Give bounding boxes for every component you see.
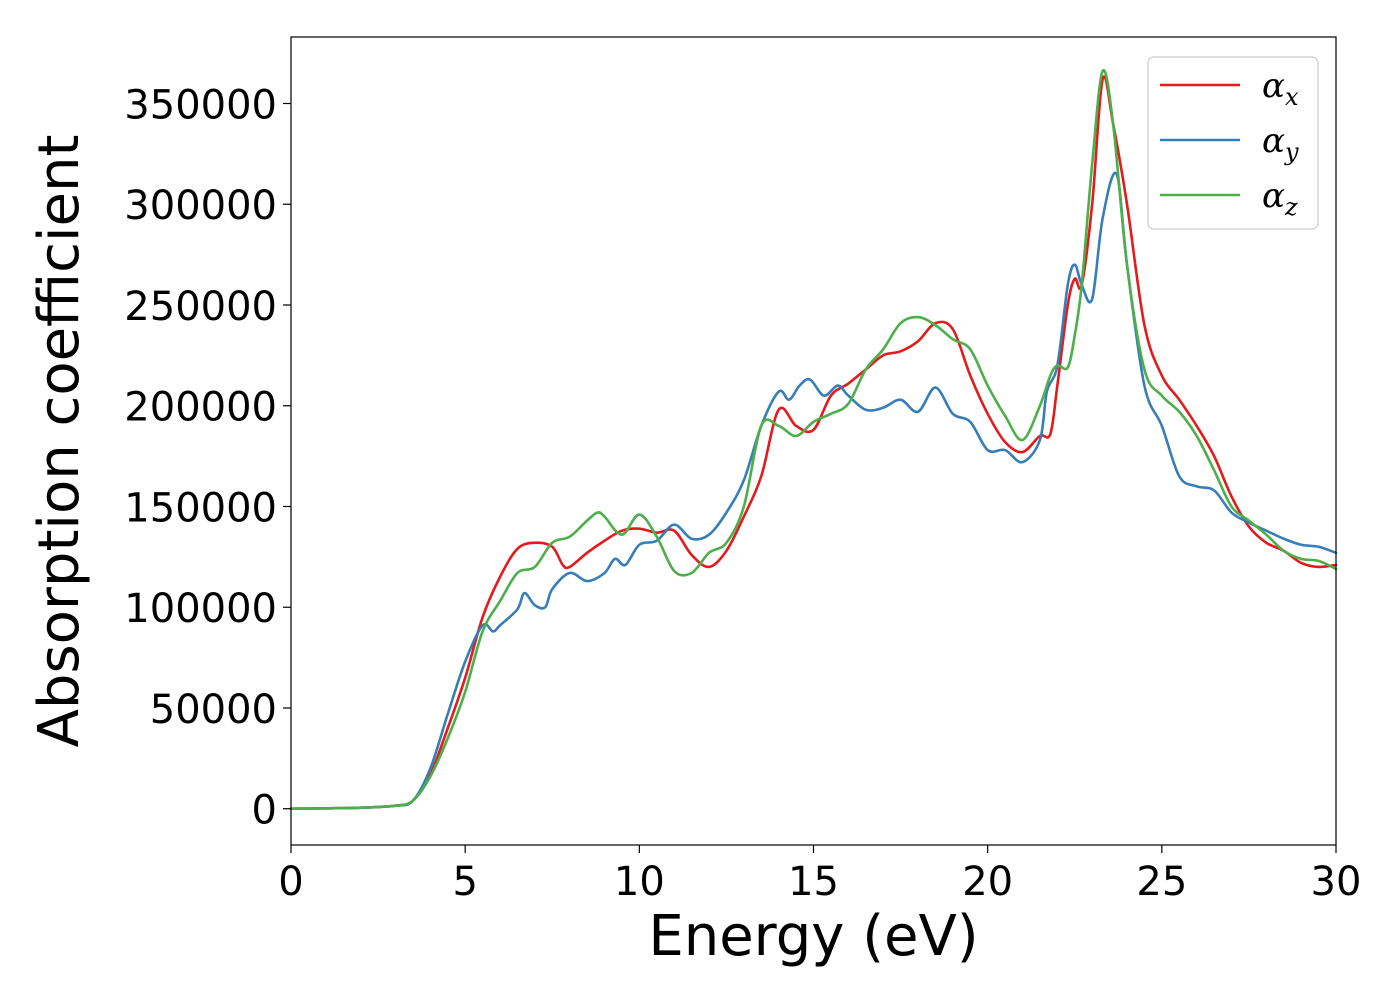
series-line-z	[289, 68, 1338, 811]
y-axis-label: Absorption coefficient	[27, 135, 92, 748]
y-tick-label: 100000	[124, 586, 277, 632]
legend-label: αy	[1262, 121, 1299, 166]
x-tick-label: 30	[1311, 859, 1362, 905]
legend-label: αz	[1262, 176, 1298, 221]
series-lines	[289, 68, 1338, 811]
y-tick-label: 50000	[150, 687, 277, 733]
y-tick-label: 350000	[124, 82, 277, 128]
x-tick-label: 20	[962, 859, 1013, 905]
x-tick-label: 15	[788, 859, 839, 905]
x-tick-label: 10	[614, 859, 665, 905]
y-tick-label: 300000	[124, 183, 277, 229]
y-tick-label: 0	[252, 788, 277, 834]
series-line-x	[289, 75, 1338, 811]
y-tick-label: 150000	[124, 485, 277, 531]
x-tick-label: 5	[452, 859, 477, 905]
x-axis-label: Energy (eV)	[648, 904, 978, 969]
y-tick-label: 200000	[124, 385, 277, 431]
x-tick-label: 0	[278, 859, 303, 905]
legend: αx αy αz	[1147, 56, 1319, 230]
y-tick-label: 250000	[124, 284, 277, 330]
x-tick-label: 25	[1136, 859, 1187, 905]
series-line-y	[289, 171, 1338, 811]
axis-ticks: 0 5 10 15 20 25 30 0 50000 100000 150000 200000 2500…	[124, 82, 1361, 905]
legend-label: αx	[1262, 66, 1299, 111]
legend-box	[1147, 56, 1319, 230]
